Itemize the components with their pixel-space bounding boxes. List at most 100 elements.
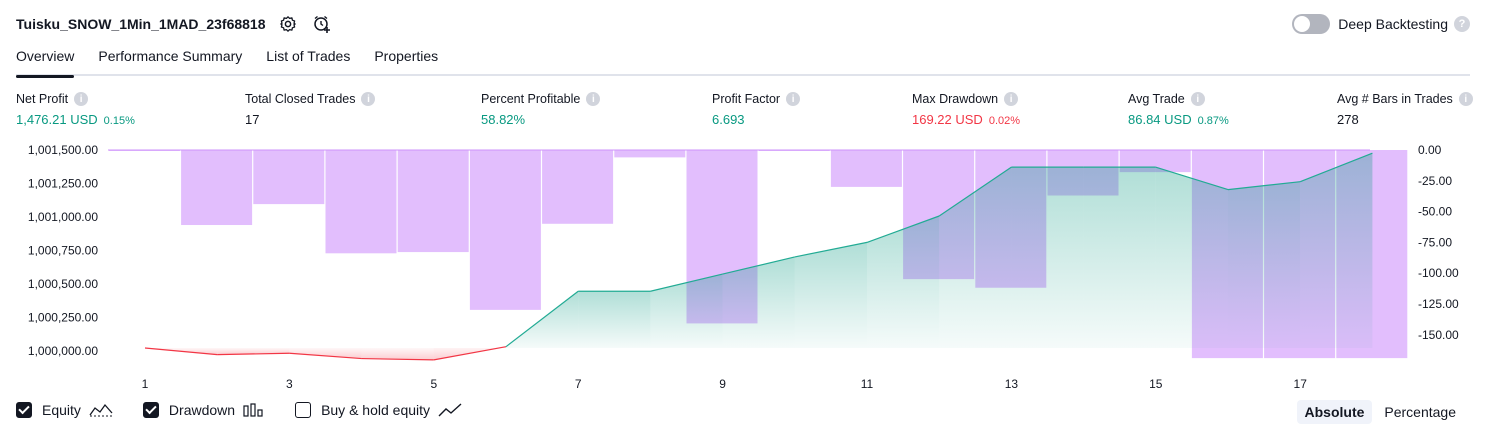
- tab-properties[interactable]: Properties: [374, 48, 439, 64]
- equity-line-segment: [1227, 181, 1301, 191]
- legend-buy-hold[interactable]: Buy & hold equity: [295, 402, 462, 418]
- equity-checkbox[interactable]: [16, 402, 32, 418]
- equity-line-segment: [722, 256, 795, 275]
- stat-max-drawdown: Max Drawdown i 169.22 USD 0.02%: [912, 92, 1020, 127]
- info-icon[interactable]: i: [1190, 92, 1205, 106]
- stat-value: 6.693: [712, 112, 745, 127]
- equity-line-segment: [938, 166, 1012, 217]
- y-left-tick-label: 1,001,250.00: [28, 177, 98, 191]
- question-icon[interactable]: ?: [1454, 16, 1470, 32]
- x-tick-label: 17: [1294, 377, 1308, 391]
- scale-mode-toggle: Absolute Percentage: [1293, 400, 1465, 424]
- stat-percent: 0.15%: [103, 115, 135, 127]
- y-right-tick-label: 0.00: [1418, 143, 1442, 157]
- deep-backtesting-label: Deep Backtesting: [1338, 16, 1448, 32]
- drawdown-bar: [325, 150, 397, 254]
- stat-value: 17: [245, 112, 260, 127]
- equity-line-segment: [433, 346, 507, 361]
- legend-drawdown[interactable]: Drawdown: [142, 402, 265, 418]
- add-alert-alarm-icon[interactable]: [310, 12, 334, 36]
- strategy-header: Tuisku_SNOW_1Min_1MAD_23f68818: [16, 12, 334, 36]
- info-icon[interactable]: i: [1458, 92, 1473, 106]
- equity-area-segment: [1155, 167, 1228, 348]
- y-right-tick-label: -25.00: [1418, 174, 1452, 188]
- tab-overview[interactable]: Overview: [16, 44, 75, 78]
- stat-total-closed-trades: Total Closed Trades i 17: [245, 92, 376, 127]
- equity-line-segment: [866, 215, 940, 243]
- drawdown-bar: [614, 150, 686, 158]
- equity-line-segment: [361, 357, 434, 361]
- stat-value: 1,476.21 USD: [16, 112, 98, 127]
- stat-net-profit: Net Profit i 1,476.21 USD 0.15%: [16, 92, 135, 127]
- x-tick-label: 11: [861, 377, 874, 391]
- chart-legend: Equity Drawdown Buy & hold equity: [16, 402, 492, 418]
- buy-hold-checkbox[interactable]: [295, 402, 312, 418]
- equity-line-segment: [144, 347, 218, 356]
- area-line-icon: [89, 403, 113, 417]
- y-left-tick-label: 1,000,250.00: [28, 311, 98, 325]
- info-icon[interactable]: i: [1004, 92, 1019, 106]
- stat-percent-profitable: Percent Profitable i 58.82%: [481, 92, 601, 127]
- legend-drawdown-label: Drawdown: [168, 402, 236, 418]
- info-icon[interactable]: i: [361, 92, 376, 106]
- y-left-tick-label: 1,000,000.00: [28, 344, 98, 358]
- drawdown-bar: [253, 150, 325, 205]
- y-right-tick-label: -100.00: [1418, 266, 1459, 280]
- drawdown-bar: [830, 150, 902, 187]
- equity-line-segment: [794, 241, 868, 258]
- absolute-button[interactable]: Absolute: [1296, 400, 1373, 424]
- x-tick-label: 5: [430, 377, 437, 391]
- drawdown-bar: [469, 150, 541, 310]
- y-right-tick-label: -75.00: [1418, 235, 1452, 249]
- line-chart-icon: [438, 403, 462, 417]
- info-icon[interactable]: i: [74, 92, 89, 106]
- equity-area-segment: [939, 167, 1012, 348]
- equity-line-segment: [217, 352, 290, 356]
- percentage-button[interactable]: Percentage: [1384, 404, 1456, 420]
- info-icon[interactable]: i: [786, 92, 801, 106]
- legend-equity[interactable]: Equity: [16, 402, 113, 418]
- stat-label: Avg # Bars in Trades: [1337, 92, 1453, 106]
- x-tick-label: 13: [1005, 377, 1019, 391]
- drawdown-checkbox[interactable]: [142, 402, 159, 418]
- stat-avg-trade: Avg Trade i 86.84 USD 0.87%: [1128, 92, 1229, 127]
- equity-area-segment: [1011, 167, 1084, 348]
- tab-performance-summary[interactable]: Performance Summary: [98, 48, 243, 64]
- y-left-tick-label: 1,000,750.00: [28, 244, 98, 258]
- stat-avg-bars-in-trades: Avg # Bars in Trades i 278: [1337, 92, 1473, 127]
- equity-area-segment: [794, 242, 867, 348]
- stat-percent: 0.87%: [1197, 115, 1229, 127]
- equity-drawdown-chart[interactable]: 1,001,500.00 1,001,250.00 1,001,000.00 1,00…: [0, 136, 1486, 398]
- equity-line-segment: [650, 273, 723, 292]
- drawdown-bar: [758, 150, 830, 151]
- equity-area-segment: [722, 256, 795, 348]
- stats-row: Net Profit i 1,476.21 USD 0.15% Total Clos…: [16, 92, 1473, 132]
- stat-value: 169.22 USD: [912, 112, 983, 127]
- equity-area-segment: [1228, 181, 1301, 348]
- equity-area-segment: [289, 348, 362, 359]
- equity-area-segment: [1083, 167, 1156, 348]
- legend-buy-hold-label: Buy & hold equity: [321, 402, 431, 418]
- deep-backtesting: Deep Backtesting ?: [1292, 14, 1470, 34]
- deep-backtesting-toggle[interactable]: [1292, 14, 1331, 34]
- stat-label: Net Profit: [16, 92, 69, 106]
- equity-area-segment: [650, 274, 723, 348]
- stat-label: Total Closed Trades: [245, 92, 356, 106]
- y-right-tick-label: -50.00: [1418, 205, 1452, 219]
- tab-list-of-trades[interactable]: List of Trades: [266, 48, 351, 64]
- drawdown-bar: [542, 150, 614, 224]
- y-left-tick-label: 1,001,500.00: [28, 143, 98, 157]
- info-icon[interactable]: i: [586, 92, 601, 106]
- x-tick-label: 7: [575, 377, 582, 391]
- stat-label: Percent Profitable: [481, 92, 581, 106]
- x-tick-label: 3: [286, 377, 293, 391]
- equity-area-segment: [578, 291, 651, 348]
- stat-value: 58.82%: [481, 112, 526, 127]
- y-right-tick-label: -125.00: [1418, 297, 1459, 311]
- settings-gear-icon[interactable]: [276, 12, 300, 36]
- y-left-tick-label: 1,000,500.00: [28, 277, 98, 291]
- drawdown-bar: [108, 150, 180, 151]
- y-right-tick-label: -150.00: [1418, 328, 1459, 342]
- equity-area-segment: [361, 348, 434, 360]
- drawdown-bar: [181, 150, 253, 226]
